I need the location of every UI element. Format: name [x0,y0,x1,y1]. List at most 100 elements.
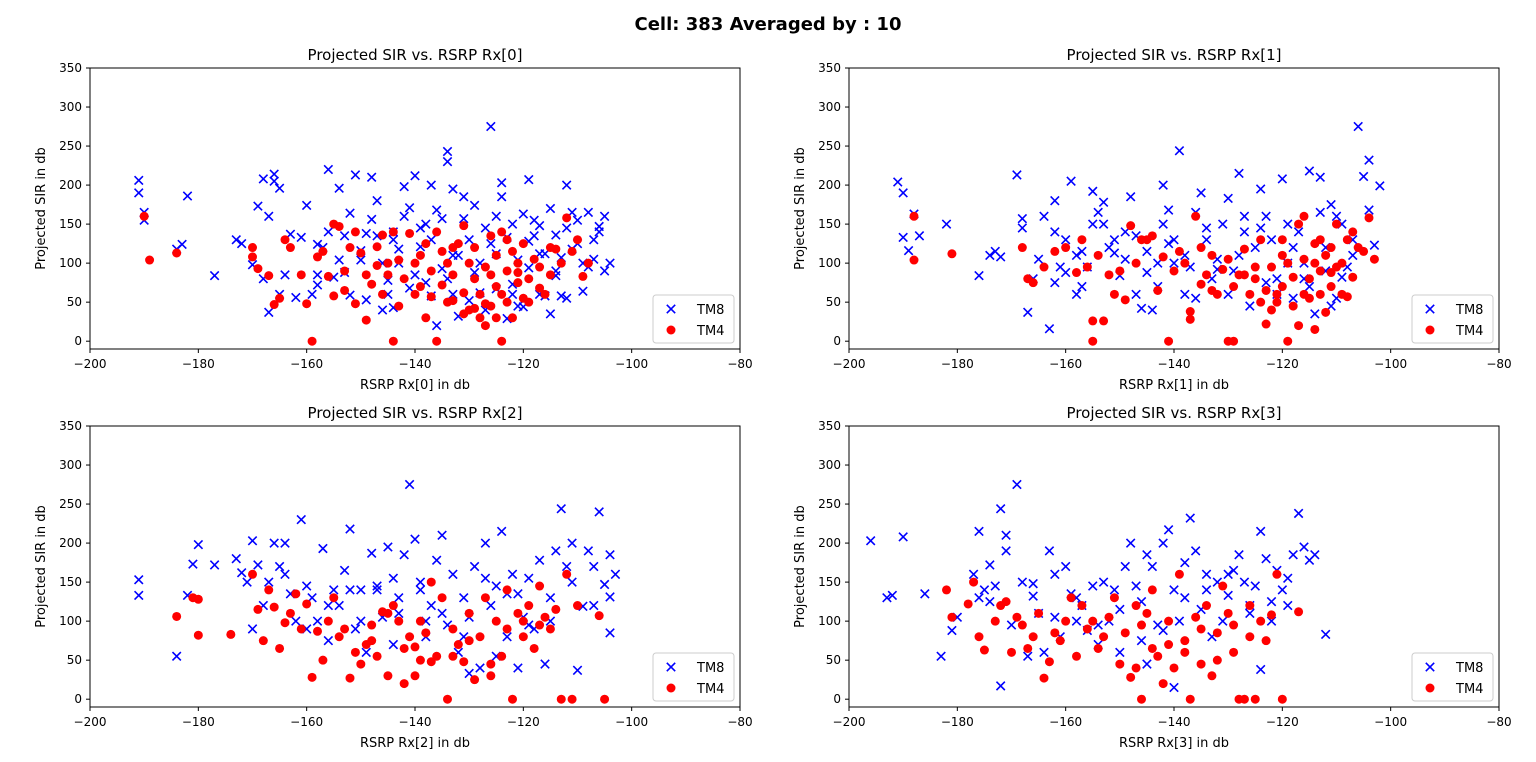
x-tick-label: −200 [833,715,866,729]
point-tm8-96 [556,291,567,301]
point-tm8-67 [458,213,469,224]
point-tm4-51 [1229,647,1239,657]
point-tm4-3 [193,630,203,640]
point-tm4-68 [1147,643,1157,653]
point-tm8-76 [594,507,604,517]
point-tm8-72 [572,665,583,676]
point-tm4-12 [1088,316,1098,326]
point-tm4-9 [280,235,290,245]
axes-frame [848,67,1500,350]
point-tm4-10 [275,643,285,653]
point-tm4-57 [1261,636,1271,646]
point-tm8-81 [323,600,334,611]
point-tm4-35 [1202,270,1211,280]
points-layer [133,121,615,346]
y-tick-label: 200 [59,178,82,192]
subplot-grid: Projected SIR vs. RSRP Rx[0] −200 −180 −160… [34,46,1512,751]
point-tm8-17 [269,169,279,179]
point-tm8-11 [1012,170,1022,180]
point-tm4-75 [529,254,539,264]
point-tm8-42 [410,534,420,544]
point-tm8-16 [274,561,285,572]
x-tick-label: −120 [1266,357,1299,371]
point-tm4-86 [350,227,360,237]
x-tick-label: −160 [1049,357,1082,371]
point-tm8-65 [1288,293,1298,304]
point-tm8-5 [936,651,946,662]
point-tm8-38 [1147,305,1158,315]
point-tm4-21 [1131,258,1141,268]
point-tm4-54 [1245,601,1255,611]
point-tm8-12 [258,174,269,184]
point-tm8-93 [545,309,556,319]
point-tm4-53 [1239,694,1249,704]
point-tm8-27 [312,280,323,290]
x-axis-label: RSRP Rx[2] in db [360,736,470,751]
y-tick-label: 300 [59,458,82,472]
point-tm4-8 [264,585,274,595]
point-tm4-33 [1137,694,1146,704]
point-tm8-92 [1261,211,1271,222]
point-tm8-61 [1266,234,1277,245]
point-tm4-28 [1109,593,1119,603]
point-tm4-75 [535,620,545,630]
point-tm4-69 [1326,282,1336,292]
point-tm4-76 [1342,292,1352,302]
point-tm8-60 [507,569,518,580]
point-tm4-56 [524,601,534,611]
point-tm4-14 [313,252,322,262]
point-tm8-8 [236,567,247,578]
point-tm4-7 [1050,246,1060,256]
point-tm4-77 [540,289,550,299]
point-tm4-45 [1196,659,1206,669]
point-tm4-40 [1169,663,1179,673]
point-tm8-43 [1169,234,1179,245]
point-tm4-66 [502,266,512,276]
point-tm4-38 [415,250,425,260]
x-tick-label: −140 [1158,357,1191,371]
point-tm8-101 [1304,281,1315,292]
point-tm4-50 [459,288,469,298]
point-tm8-95 [1315,172,1326,183]
point-tm8-7 [968,569,979,580]
point-tm8-39 [393,608,404,619]
point-tm8-49 [399,211,409,222]
point-tm4-25 [356,659,366,669]
point-tm8-59 [1255,184,1266,194]
point-tm8-27 [1087,186,1098,197]
point-tm4-83 [1283,336,1293,346]
x-tick-label: −160 [290,715,323,729]
point-tm8-5 [914,231,925,241]
point-tm4-6 [990,616,1000,626]
point-tm8-38 [1131,581,1141,591]
point-tm8-0 [133,575,144,585]
point-tm8-14 [1022,307,1033,318]
point-tm4-89 [415,282,425,292]
point-tm4-69 [1131,663,1141,673]
point-tm4-63 [1180,647,1190,657]
point-tm8-110 [415,223,426,233]
point-tm4-53 [508,694,517,704]
point-tm4-10 [1077,235,1087,245]
point-tm4-94 [497,289,507,299]
point-tm4-19 [1120,295,1130,305]
point-tm4-77 [1348,272,1358,282]
point-tm4-69 [508,313,517,323]
point-tm4-82 [567,246,577,256]
point-tm4-12 [302,299,312,309]
point-tm8-29 [339,565,350,576]
point-tm8-75 [486,238,496,249]
point-tm4-48 [480,593,490,603]
y-tick-label: 300 [59,100,82,114]
point-tm4-36 [1207,250,1217,260]
point-tm4-42 [1229,336,1239,346]
point-tm4-43 [453,640,463,650]
point-tm8-82 [1136,635,1147,646]
point-tm4-66 [1315,289,1325,299]
point-tm4-46 [1202,601,1211,611]
point-tm4-44 [459,657,469,667]
point-tm4-82 [1369,254,1379,264]
y-tick-label: 0 [833,692,841,706]
point-tm4-102 [502,235,512,245]
